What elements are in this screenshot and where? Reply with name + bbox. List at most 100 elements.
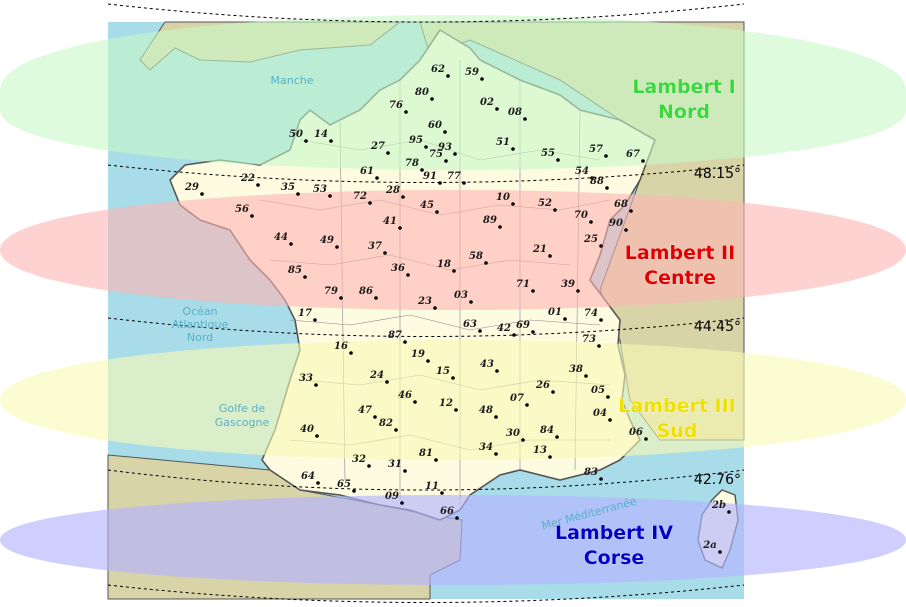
latitude-42-76: 42.76° (694, 472, 741, 488)
prefecture-dot-44 (289, 242, 293, 246)
prefecture-dot-72 (368, 201, 372, 205)
prefecture-dot-08 (523, 117, 527, 121)
prefecture-dot-16 (349, 351, 353, 355)
prefecture-dot-13 (548, 455, 552, 459)
prefecture-dot-48 (494, 415, 498, 419)
department-18: 18 (437, 259, 451, 270)
prefecture-dot-30 (521, 438, 525, 442)
prefecture-dot-27 (386, 151, 390, 155)
department-76: 76 (389, 100, 403, 111)
department-35: 35 (281, 182, 295, 193)
department-91: 91 (423, 171, 437, 182)
prefecture-dot-50 (304, 139, 308, 143)
zone-2-line2: Centre (644, 267, 716, 289)
prefecture-dot-62 (446, 74, 450, 78)
department-82: 82 (379, 418, 393, 429)
department-88: 88 (590, 176, 604, 187)
department-70: 70 (574, 210, 588, 221)
sea-label-golfe-2: Gascogne (215, 416, 270, 429)
prefecture-dot-12 (454, 408, 458, 412)
sea-label-golfe-1: Golfe de (219, 402, 265, 415)
prefecture-dot-11 (440, 491, 444, 495)
department-78: 78 (405, 158, 419, 169)
department-77: 77 (447, 171, 461, 182)
prefecture-dot-01 (563, 317, 567, 321)
department-07: 07 (510, 393, 524, 404)
prefecture-dot-28 (401, 195, 405, 199)
department-2b: 2b (711, 500, 726, 511)
department-68: 68 (614, 199, 628, 210)
department-25: 25 (583, 234, 598, 245)
department-56: 56 (235, 204, 249, 215)
department-95: 95 (409, 135, 423, 146)
department-74: 74 (584, 308, 598, 319)
department-40: 40 (300, 424, 314, 435)
department-48: 48 (479, 405, 493, 416)
prefecture-dot-18 (452, 269, 456, 273)
prefecture-dot-06 (644, 437, 648, 441)
prefecture-dot-67 (641, 159, 645, 163)
prefecture-dot-61 (375, 176, 379, 180)
prefecture-dot-15 (451, 376, 455, 380)
prefecture-dot-36 (406, 273, 410, 277)
prefecture-dot-03 (469, 300, 473, 304)
latitude-48-15: 48.15° (694, 166, 741, 182)
prefecture-dot-81 (434, 458, 438, 462)
department-75: 75 (429, 149, 443, 160)
prefecture-dot-05 (606, 395, 610, 399)
zone-3-line2: Sud (657, 420, 698, 442)
prefecture-dot-89 (498, 225, 502, 229)
department-84: 84 (540, 425, 554, 436)
department-52: 52 (538, 198, 552, 209)
department-15: 15 (436, 366, 450, 377)
prefecture-dot-83 (599, 477, 603, 481)
department-57: 57 (589, 144, 603, 155)
prefecture-dot-65 (352, 489, 356, 493)
department-50: 50 (289, 129, 303, 140)
department-42: 42 (497, 323, 511, 334)
prefecture-dot-84 (555, 435, 559, 439)
department-43: 43 (480, 359, 494, 370)
prefecture-dot-39 (576, 289, 580, 293)
prefecture-dot-10 (511, 202, 515, 206)
department-59: 59 (465, 67, 479, 78)
department-90: 90 (609, 218, 623, 229)
department-81: 81 (419, 448, 433, 459)
department-14: 14 (314, 129, 328, 140)
department-65: 65 (337, 479, 351, 490)
prefecture-dot-14 (329, 139, 333, 143)
department-31: 31 (388, 459, 402, 470)
department-45: 45 (420, 200, 434, 211)
prefecture-dot-56 (250, 214, 254, 218)
department-49: 49 (320, 235, 334, 246)
sea-label-ocean-3: Nord (187, 331, 213, 344)
department-17: 17 (298, 308, 312, 319)
department-34: 34 (479, 442, 493, 453)
department-05: 05 (591, 385, 605, 396)
latitude-lines (107, 3, 745, 603)
prefecture-dot-63 (478, 329, 482, 333)
department-61: 61 (360, 166, 374, 177)
zone-1-line2: Nord (658, 101, 710, 123)
sea-label-manche: Manche (271, 74, 314, 87)
department-38: 38 (569, 364, 583, 375)
zone-4-line2: Corse (584, 547, 645, 569)
department-86: 86 (359, 286, 373, 297)
department-46: 46 (398, 390, 412, 401)
department-64: 64 (301, 471, 315, 482)
prefecture-dot-75 (444, 159, 448, 163)
zone-3-name: Lambert III (618, 395, 736, 417)
department-26: 26 (535, 380, 550, 391)
department-47: 47 (358, 405, 372, 416)
prefecture-dot-32 (367, 464, 371, 468)
department-66: 66 (440, 506, 454, 517)
prefecture-dot-78 (420, 168, 424, 172)
prefecture-dot-91 (438, 181, 442, 185)
prefecture-dot-04 (608, 418, 612, 422)
prefecture-dot-35 (296, 192, 300, 196)
prefecture-dot-2b (727, 510, 731, 514)
prefecture-dot-57 (604, 154, 608, 158)
department-39: 39 (561, 279, 575, 290)
department-12: 12 (439, 398, 453, 409)
